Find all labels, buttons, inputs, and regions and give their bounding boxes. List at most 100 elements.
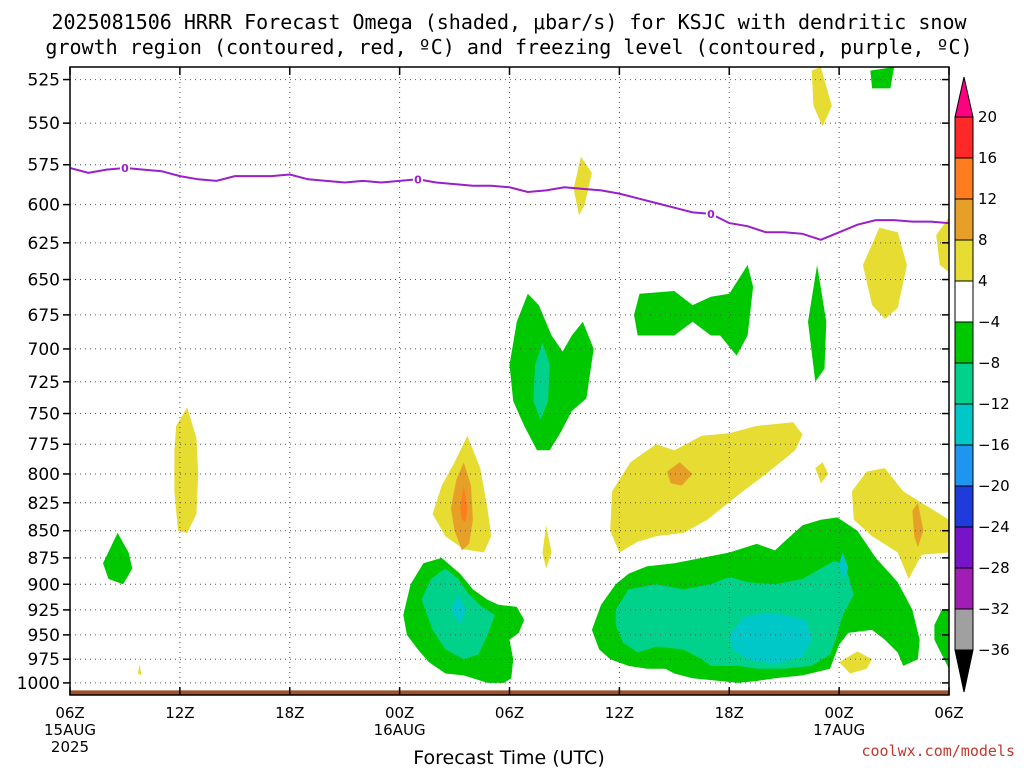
x-tick-label-3: 00Z	[385, 704, 414, 722]
x-tick-date-0: 15AUG	[44, 721, 96, 739]
colorbar-label-7: −12	[978, 395, 1010, 413]
colorbar-label-12: −32	[978, 600, 1010, 618]
colorbar-swatch-12	[954, 608, 974, 651]
x-tick-label-7: 00Z	[824, 704, 853, 722]
freezing-level-label-2: 0	[707, 208, 715, 221]
colorbar-swatch-0	[954, 116, 974, 159]
freezing-label-bg-1	[412, 172, 423, 186]
y-tick-label-3: 600	[28, 196, 60, 216]
x-tick-label-0: 06Z	[55, 704, 84, 722]
y-tick-label-8: 725	[28, 373, 60, 393]
chart-title-line-1: 2025081506 HRRR Forecast Omega (shaded, …	[51, 10, 967, 34]
colorbar-label-2: 12	[978, 190, 997, 208]
omega-region-10	[815, 462, 829, 484]
colorbar-label-9: −20	[978, 477, 1010, 495]
y-tick-label-9: 750	[28, 405, 60, 425]
colorbar-swatch-1	[954, 157, 974, 200]
y-tick-label-10: 775	[28, 435, 60, 455]
omega-region-9	[811, 67, 832, 127]
x-tick-label-8: 06Z	[934, 704, 963, 722]
y-tick-label-4: 625	[28, 234, 60, 254]
colorbar-swatch-4	[954, 280, 974, 323]
omega-shading	[70, 67, 949, 695]
omega-region-6	[573, 156, 592, 216]
freezing-level-label-0: 0	[121, 162, 129, 175]
y-tick-label-13: 850	[28, 522, 60, 542]
x-tick-label-6: 18Z	[715, 704, 744, 722]
y-tick-label-17: 950	[28, 626, 60, 646]
colorbar-label-13: −36	[978, 641, 1010, 659]
colorbar-label-5: −4	[978, 313, 1000, 331]
colorbar-label-4: 4	[978, 272, 988, 290]
omega-region-21	[870, 67, 895, 89]
colorbar-bottom-triangle	[954, 649, 974, 693]
colorbar-swatch-9	[954, 485, 974, 528]
y-tick-label-12: 825	[28, 494, 60, 514]
omega-region-7	[610, 422, 803, 553]
x-axis-label: Forecast Time (UTC)	[413, 747, 604, 768]
x-tick-year-0: 2025	[51, 738, 89, 756]
y-tick-label-5: 650	[28, 271, 60, 291]
x-tick-date-3: 16AUG	[374, 721, 426, 739]
colorbar-swatch-11	[954, 567, 974, 610]
y-tick-label-2: 575	[28, 156, 60, 176]
colorbar-swatch-10	[954, 526, 974, 569]
colorbar-swatch-5	[954, 321, 974, 364]
omega-region-27	[729, 612, 812, 664]
omega-region-24	[450, 594, 466, 625]
x-tick-label-2: 18Z	[275, 704, 304, 722]
y-tick-label-11: 800	[28, 465, 60, 485]
plot-area: 0 0 0	[70, 67, 949, 695]
omega-region-17	[509, 293, 594, 451]
colorbar: 20 16 12 8 4 −4 −8 −12 −16 −20 −24 −28 −32 −36	[954, 76, 1010, 693]
y-tick-label-0: 525	[28, 71, 60, 91]
x-tick-label-4: 06Z	[495, 704, 524, 722]
y-tick-label-18: 975	[28, 650, 60, 670]
colorbar-label-10: −24	[978, 518, 1010, 536]
omega-region-11	[862, 227, 907, 319]
omega-region-1	[137, 664, 142, 676]
omega-region-29	[934, 609, 949, 669]
omega-region-14	[912, 502, 924, 548]
colorbar-swatch-2	[954, 198, 974, 241]
y-tick-label-14: 875	[28, 549, 60, 569]
y-tick-label-16: 925	[28, 601, 60, 621]
freezing-level-line	[70, 166, 949, 241]
omega-region-4	[460, 485, 468, 522]
colorbar-label-8: −16	[978, 436, 1010, 454]
colorbar-swatch-7	[954, 403, 974, 446]
colorbar-label-3: 8	[978, 231, 988, 249]
y-tick-label-15: 900	[28, 575, 60, 595]
colorbar-swatch-6	[954, 362, 974, 405]
x-tick-label-5: 12Z	[605, 704, 634, 722]
omega-region-28	[839, 552, 849, 579]
colorbar-swatch-8	[954, 444, 974, 487]
omega-region-18	[533, 342, 550, 420]
freezing-label-bg-0	[119, 161, 130, 175]
freezing-label-bg-2	[705, 206, 716, 220]
omega-region-15	[839, 651, 873, 674]
y-tick-label-1: 550	[28, 114, 60, 134]
axes: 525 550 575 600 625 650 675 700 725 750 775 800 825 8…	[17, 66, 964, 756]
omega-region-12	[936, 217, 949, 273]
y-tick-label-6: 675	[28, 306, 60, 326]
chart-title-line-2: growth region (contoured, red, ºC) and f…	[45, 35, 972, 59]
colorbar-label-1: 16	[978, 149, 997, 167]
omega-region-13	[851, 468, 949, 579]
x-tick-date-7: 17AUG	[813, 721, 865, 739]
credit-text: coolwx.com/models	[861, 742, 1015, 760]
omega-region-20	[808, 265, 827, 382]
omega-region-16	[103, 532, 133, 585]
omega-region-0	[174, 407, 199, 533]
y-tick-label-19: 1000	[17, 674, 60, 694]
omega-region-5	[542, 525, 552, 569]
omega-region-19	[634, 265, 754, 356]
y-tick-label-7: 700	[28, 340, 60, 360]
colorbar-label-6: −8	[978, 354, 1000, 372]
colorbar-swatch-3	[954, 239, 974, 282]
freezing-level: 0 0 0	[70, 161, 949, 241]
omega-region-8	[667, 462, 693, 486]
colorbar-label-0: 20	[978, 108, 997, 126]
colorbar-label-11: −28	[978, 559, 1010, 577]
